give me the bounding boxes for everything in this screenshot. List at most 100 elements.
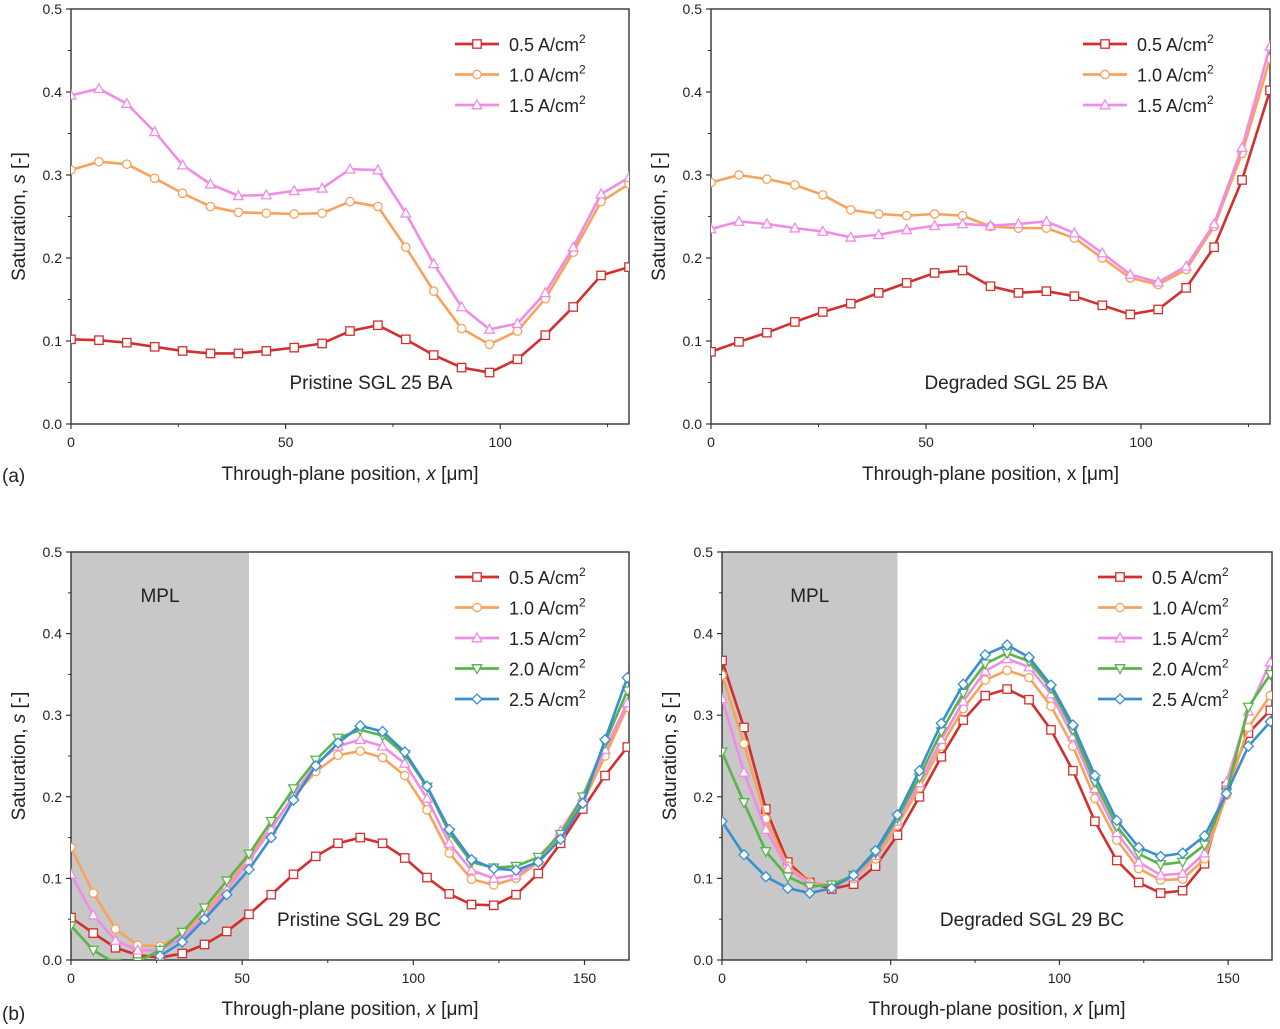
legend-entry-3: 1.5 A/cm2 (1152, 626, 1229, 649)
legend-entry-superscript: 2 (579, 626, 586, 640)
y-axis-title-var: s (660, 713, 681, 723)
data-point (71, 842, 76, 853)
data-point (873, 288, 884, 298)
data-point (722, 692, 728, 704)
x-axis-title-var: x (1072, 999, 1084, 1020)
legend-marker (1100, 39, 1110, 49)
y-tick-label: 0.0 (683, 416, 703, 432)
legend-entry-3: 1.5 A/cm2 (1137, 93, 1214, 116)
data-point (1265, 690, 1272, 701)
data-point (790, 317, 800, 327)
data-point (1001, 639, 1014, 651)
legend-entry-superscript: 2 (579, 32, 586, 46)
data-point (762, 174, 772, 184)
y-axis-title-prefix: Saturation, (660, 723, 681, 820)
data-point (398, 756, 411, 768)
x-axis-title: Through-plane position, x [μm] (221, 999, 478, 1020)
data-point (398, 746, 411, 758)
legend-entry-superscript: 2 (1222, 657, 1229, 671)
data-point (204, 177, 217, 189)
data-point (1152, 275, 1165, 287)
data-point (1024, 694, 1034, 705)
data-point (131, 957, 144, 960)
data-point (935, 717, 948, 730)
data-point (1110, 814, 1123, 827)
x-tick-label: 0 (67, 434, 75, 450)
data-point (71, 334, 76, 345)
data-point (465, 863, 478, 875)
y-tick-label: 0.1 (43, 333, 63, 349)
legend-marker (1115, 572, 1125, 582)
data-point (957, 678, 970, 691)
data-point (984, 219, 997, 231)
data-point (243, 849, 255, 861)
data-point (149, 173, 160, 184)
x-axis-title-prefix: Through-plane position, (221, 999, 426, 1020)
legend-entry-superscript: 2 (579, 93, 586, 107)
x-tick-label: 0 (67, 970, 75, 986)
y-axis-title-unit: [-] (660, 692, 681, 714)
data-point (1046, 725, 1056, 735)
y-tick-label: 0.0 (43, 416, 63, 432)
data-point (1024, 672, 1034, 683)
data-point (205, 201, 216, 212)
data-point (540, 330, 551, 341)
y-axis-title: Saturation, s [-] (649, 152, 670, 281)
data-point (1176, 847, 1189, 860)
y-tick-label: 0.3 (43, 707, 63, 723)
chart-panel-1: 0.0 0.1 0.2 0.3 0.4 0.5 0 50 100 Through-plane po… (9, 1, 630, 485)
legend-marker (472, 572, 482, 582)
y-tick-label: 0.2 (694, 789, 714, 805)
legend-entry-label: 2.0 A/cm (1152, 660, 1222, 680)
legend-entry-label: 1.0 A/cm (509, 66, 579, 86)
data-point (487, 862, 500, 875)
legend-entry-label: 1.5 A/cm (1137, 96, 1207, 116)
data-point (1132, 841, 1145, 854)
data-point (1090, 816, 1100, 827)
data-point (422, 872, 432, 883)
legend-marker (1114, 631, 1126, 643)
data-point (355, 746, 366, 756)
data-point (845, 298, 856, 309)
data-point (1264, 715, 1272, 728)
data-point (373, 320, 383, 331)
data-point (1264, 39, 1270, 51)
data-point (260, 188, 273, 200)
legend-marker (472, 39, 482, 49)
x-tick-label: 100 (489, 434, 513, 450)
y-axis-title-var: s (9, 713, 30, 723)
data-point (310, 851, 321, 862)
data-point (891, 808, 904, 821)
data-point (354, 733, 367, 745)
data-point (739, 738, 749, 749)
data-point (177, 188, 188, 199)
legend-entry-label: 0.5 A/cm (1152, 568, 1222, 588)
y-axis-title-var: s (649, 174, 670, 184)
legend-entry-superscript: 2 (1207, 32, 1214, 46)
data-point (198, 913, 211, 926)
data-point (554, 833, 567, 846)
data-point (372, 163, 384, 175)
data-point (176, 927, 189, 939)
y-axis-title-unit: [-] (9, 692, 30, 714)
data-point (373, 201, 383, 212)
x-tick-label: 150 (1216, 970, 1240, 986)
legend-marker (471, 693, 483, 705)
legend-entry-label: 1.5 A/cm (509, 96, 579, 116)
legend-entry-1: 0.5 A/cm2 (509, 32, 586, 55)
data-point (788, 221, 801, 233)
data-point (568, 302, 579, 312)
x-tick-label: 100 (402, 970, 426, 986)
y-axis-title-var: s (9, 174, 30, 184)
data-point (332, 737, 344, 749)
data-point (131, 943, 144, 955)
data-point (345, 196, 355, 207)
data-point (400, 334, 411, 345)
series-group (711, 39, 1270, 357)
data-point (149, 341, 160, 352)
data-point (289, 209, 300, 219)
data-point (232, 189, 245, 201)
data-point (576, 797, 589, 810)
data-point (71, 165, 76, 175)
